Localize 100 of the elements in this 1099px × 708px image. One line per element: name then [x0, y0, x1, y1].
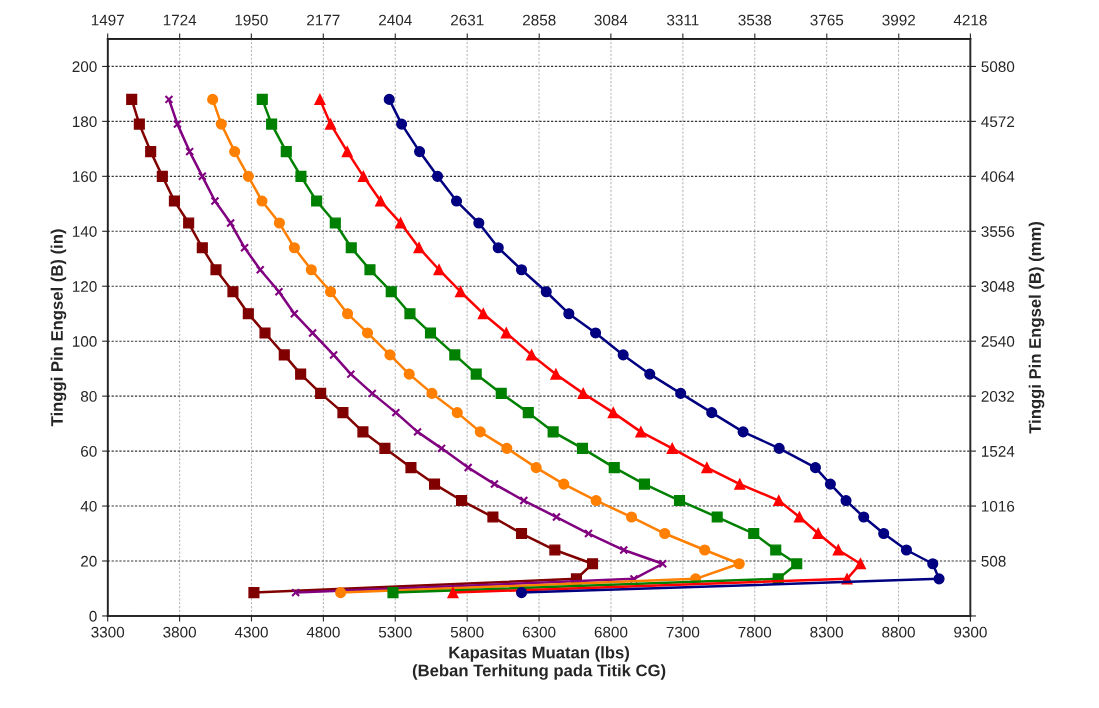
point	[586, 558, 599, 570]
point	[477, 308, 489, 320]
y-tick-label: 120	[72, 281, 97, 292]
y2-tick-label: 3048	[981, 281, 1015, 292]
point	[530, 462, 542, 474]
point	[379, 442, 391, 454]
point	[405, 462, 417, 474]
point	[454, 286, 467, 298]
x-tick-label: 8800	[882, 626, 915, 638]
point	[608, 462, 620, 474]
point	[576, 442, 589, 454]
y-tick-label: 80	[80, 391, 97, 402]
point	[274, 287, 284, 297]
point	[315, 387, 327, 399]
point	[428, 478, 441, 490]
point	[644, 368, 656, 380]
y2-tick-label: 3556	[981, 226, 1015, 237]
x2-tick-label: 2858	[522, 14, 556, 26]
point	[383, 93, 395, 105]
point	[337, 407, 349, 419]
point	[526, 349, 538, 361]
point	[248, 587, 260, 599]
point	[357, 170, 369, 182]
point	[748, 527, 760, 540]
point	[701, 462, 713, 474]
x-tick-label: 7300	[666, 626, 700, 638]
point	[242, 170, 254, 182]
point	[384, 349, 396, 361]
point	[584, 529, 594, 539]
point	[210, 264, 222, 276]
point	[273, 217, 285, 229]
y-tick-label: 140	[72, 226, 97, 237]
point	[474, 426, 486, 438]
point	[172, 119, 182, 129]
point	[256, 93, 268, 105]
point	[492, 242, 504, 254]
y2-axis-title: Tinggi Pin Engsel (B) (mm)	[1028, 221, 1045, 434]
point	[519, 496, 529, 506]
x-tick-label: 4300	[234, 626, 268, 638]
point	[229, 146, 241, 158]
point	[858, 511, 870, 523]
x-tick-label: 3800	[163, 626, 196, 638]
point	[773, 494, 785, 507]
point	[413, 242, 425, 254]
point	[824, 478, 836, 490]
point	[126, 93, 138, 105]
point	[404, 308, 416, 320]
point	[145, 146, 157, 158]
point	[773, 442, 785, 454]
point	[426, 387, 438, 399]
point	[183, 217, 195, 229]
x2-tick-label: 3992	[882, 14, 915, 26]
point	[470, 368, 482, 380]
point	[515, 527, 528, 540]
point	[240, 243, 250, 253]
x2-tick-label: 3311	[667, 14, 699, 26]
point	[256, 195, 268, 207]
x-tick-label: 5300	[378, 626, 412, 638]
point	[403, 368, 415, 380]
point	[197, 171, 207, 181]
point	[449, 349, 461, 361]
point	[291, 588, 301, 598]
y-tick-label: 20	[81, 555, 97, 567]
point	[522, 407, 534, 419]
point	[551, 512, 561, 522]
point	[473, 217, 485, 229]
point	[364, 264, 376, 276]
point	[577, 387, 589, 399]
point	[278, 349, 290, 361]
point	[791, 558, 803, 570]
point	[659, 527, 671, 540]
point	[590, 494, 602, 507]
y2-tick-label: 2540	[981, 336, 1015, 347]
point	[295, 170, 307, 182]
point	[878, 527, 890, 540]
x2-tick-label: 4218	[953, 14, 987, 26]
point	[658, 559, 668, 569]
point	[550, 368, 562, 380]
point	[547, 426, 559, 438]
x2-tick-label: 1497	[91, 14, 124, 26]
x2-tick-label: 2631	[451, 14, 484, 26]
y2-tick-label: 1524	[982, 445, 1015, 457]
point	[335, 587, 347, 599]
point	[463, 463, 473, 473]
point	[854, 558, 866, 570]
y2-tick-label: 4572	[981, 116, 1015, 128]
point	[666, 442, 678, 454]
point	[447, 587, 459, 599]
point	[396, 118, 408, 130]
point	[840, 494, 852, 507]
point	[563, 308, 575, 320]
point	[734, 478, 746, 490]
point	[280, 146, 292, 158]
point	[346, 369, 356, 379]
point	[500, 327, 512, 339]
x-tick-label: 6300	[522, 626, 556, 638]
point	[341, 308, 354, 320]
point	[501, 442, 513, 454]
point	[395, 217, 407, 229]
point	[345, 242, 357, 254]
